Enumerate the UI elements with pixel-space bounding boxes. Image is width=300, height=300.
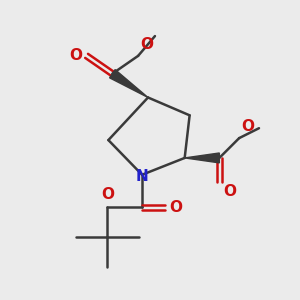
Text: O: O bbox=[70, 48, 83, 63]
Polygon shape bbox=[185, 153, 219, 163]
Text: N: N bbox=[136, 169, 148, 184]
Text: O: O bbox=[140, 37, 153, 52]
Polygon shape bbox=[110, 70, 148, 98]
Text: O: O bbox=[223, 184, 236, 199]
Text: O: O bbox=[241, 119, 254, 134]
Text: O: O bbox=[101, 187, 114, 202]
Text: O: O bbox=[169, 200, 182, 215]
